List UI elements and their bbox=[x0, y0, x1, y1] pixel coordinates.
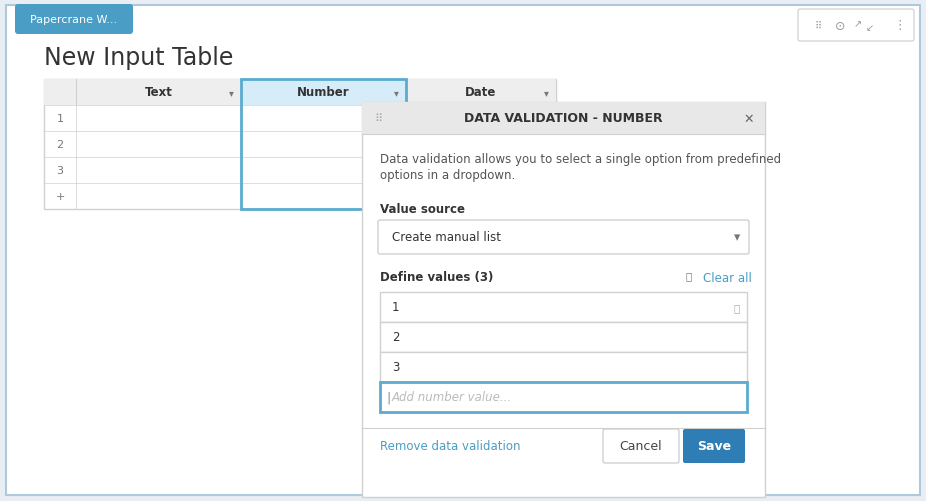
Text: Papercrane W...: Papercrane W... bbox=[31, 15, 118, 25]
Bar bbox=[380, 322, 747, 352]
Bar bbox=[362, 103, 765, 497]
Bar bbox=[241, 80, 406, 209]
Bar bbox=[241, 80, 406, 106]
Text: Remove data validation: Remove data validation bbox=[380, 439, 520, 452]
Text: Date: Date bbox=[465, 86, 496, 99]
Bar bbox=[362, 103, 765, 135]
Text: Define values (3): Define values (3) bbox=[380, 271, 494, 284]
FancyBboxPatch shape bbox=[378, 220, 749, 255]
Text: 1: 1 bbox=[56, 114, 64, 124]
Text: ⠿: ⠿ bbox=[815, 21, 821, 31]
Text: 3: 3 bbox=[392, 361, 399, 374]
Text: ⊙: ⊙ bbox=[834, 20, 845, 33]
Text: ↙: ↙ bbox=[866, 23, 874, 33]
Bar bbox=[380, 293, 747, 322]
FancyBboxPatch shape bbox=[798, 10, 914, 42]
Text: Add number value...: Add number value... bbox=[392, 391, 512, 404]
Text: options in a dropdown.: options in a dropdown. bbox=[380, 169, 515, 182]
Text: Text: Text bbox=[144, 86, 172, 99]
Text: ▾: ▾ bbox=[229, 88, 233, 98]
Bar bbox=[44, 80, 556, 209]
Text: Save: Save bbox=[697, 439, 731, 452]
FancyBboxPatch shape bbox=[603, 429, 679, 463]
Text: ▾: ▾ bbox=[394, 88, 398, 98]
Text: 🗑: 🗑 bbox=[734, 303, 740, 313]
Text: Number: Number bbox=[297, 86, 350, 99]
Text: 2: 2 bbox=[56, 140, 64, 150]
Bar bbox=[380, 352, 747, 382]
Text: +: + bbox=[56, 191, 65, 201]
Text: 1: 1 bbox=[392, 301, 399, 314]
Text: Clear all: Clear all bbox=[703, 272, 752, 285]
Text: ▾: ▾ bbox=[734, 231, 740, 244]
Text: ↗: ↗ bbox=[854, 19, 862, 29]
FancyBboxPatch shape bbox=[683, 429, 745, 463]
Text: 🔍: 🔍 bbox=[685, 271, 691, 281]
Bar bbox=[44, 80, 556, 106]
Text: Cancel: Cancel bbox=[619, 439, 662, 452]
FancyBboxPatch shape bbox=[15, 5, 133, 35]
Text: 2: 2 bbox=[392, 331, 399, 344]
Text: ▾: ▾ bbox=[544, 88, 548, 98]
Text: ⋮: ⋮ bbox=[894, 20, 907, 33]
Text: ⠿: ⠿ bbox=[374, 114, 382, 124]
Text: New Input Table: New Input Table bbox=[44, 46, 233, 70]
Text: DATA VALIDATION - NUMBER: DATA VALIDATION - NUMBER bbox=[464, 112, 663, 125]
Text: Data validation allows you to select a single option from predefined: Data validation allows you to select a s… bbox=[380, 153, 782, 166]
Text: Value source: Value source bbox=[380, 202, 465, 215]
Text: 3: 3 bbox=[56, 166, 64, 176]
Text: ✕: ✕ bbox=[744, 112, 755, 125]
Text: Create manual list: Create manual list bbox=[392, 231, 501, 244]
Bar bbox=[380, 382, 747, 412]
Text: |: | bbox=[386, 391, 390, 404]
